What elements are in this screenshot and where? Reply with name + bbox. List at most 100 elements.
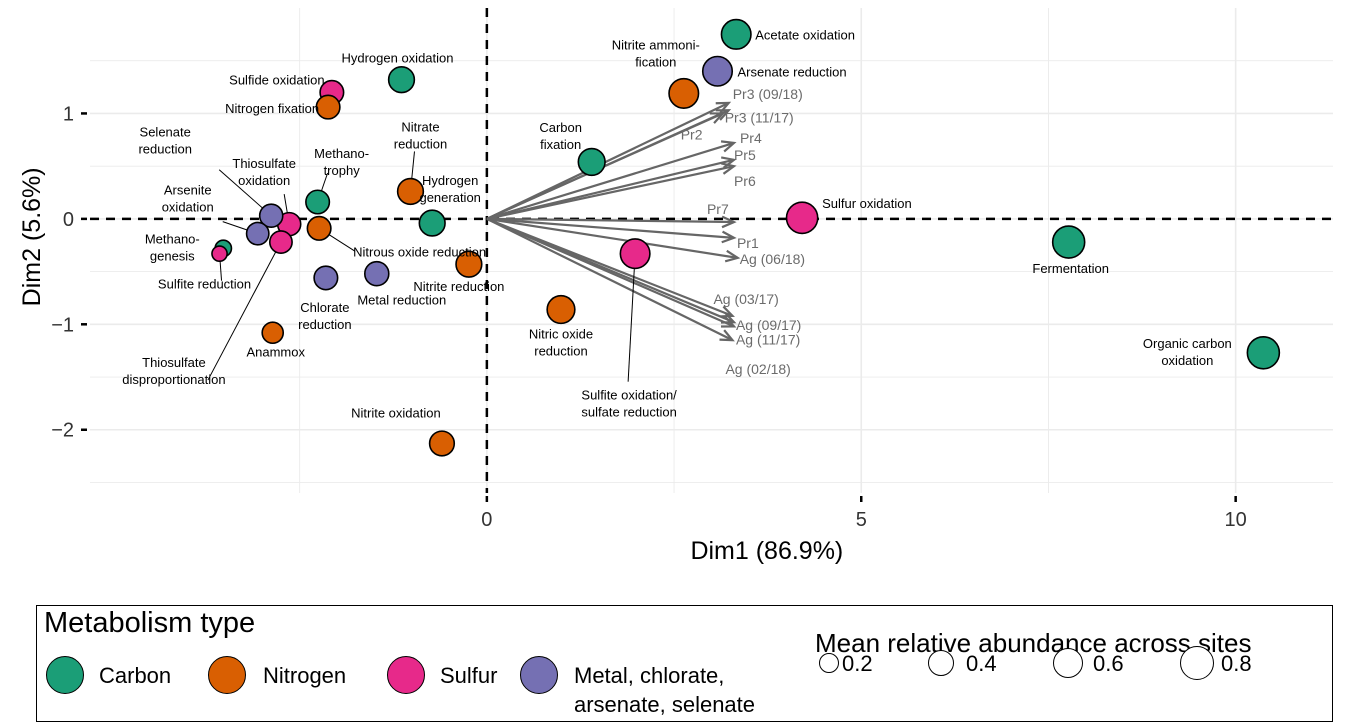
vector-pr1-arrowhead <box>721 230 737 244</box>
point-metal-reduction-label: Metal reduction <box>357 293 446 308</box>
legend-size-label-0.8: 0.8 <box>1221 651 1252 676</box>
vector-pr7 <box>486 217 734 224</box>
vector-pr6-arrowhead <box>721 162 737 175</box>
reference-lines <box>90 8 1333 493</box>
point-layer <box>211 18 1281 457</box>
vector-pr7-arrowhead <box>721 215 737 229</box>
point-chlorate-reduction-label: Chlorate reduction <box>298 300 351 332</box>
point-nitrogen-fixation-label: Nitrogen fixation <box>225 101 319 116</box>
vector-ag-09-17-label: Ag (09/17) <box>736 317 801 333</box>
point-nitrite-reduction <box>455 250 483 278</box>
point-thiosulfate-oxidation-label: Thiosulfate oxidation <box>232 156 296 188</box>
point-sulfide-oxidation-label: Sulfide oxidation <box>229 72 324 87</box>
vector-ag-06-18 <box>486 217 738 259</box>
x-tick-label: 10 <box>1225 509 1247 531</box>
point-nitrogen-fixation <box>315 94 341 120</box>
vector-ag-06-18-arrowhead <box>724 249 741 263</box>
legend-size-title: Mean relative abundance across sites <box>815 628 1252 658</box>
x-axis-label: Dim1 (86.9%) <box>690 537 843 565</box>
legend-nitrogen-swatch <box>208 656 246 694</box>
legend-size-label-0.4: 0.4 <box>966 651 997 676</box>
point-acetate-oxidation-label: Acetate oxidation <box>755 27 855 42</box>
vector-pr6-label: Pr6 <box>734 173 756 189</box>
point-selenate-reduction-label: Selenate reduction <box>138 125 191 157</box>
vector-ag-02-18 <box>486 217 733 342</box>
y-tick-label: 1 <box>63 103 74 125</box>
point-nitrite-ammoni-fication-label: Nitrite ammoni-fication <box>612 37 700 69</box>
vector-pr3-11-17-arrowhead <box>715 109 732 121</box>
point-sulfite-oxidation-sulfate-reduction <box>619 238 651 270</box>
point-sulfite-oxidation-sulfate-reduction-leader <box>627 253 636 382</box>
legend-sulfur-label: Sulfur <box>440 663 498 688</box>
point-sulfur-oxidation-label: Sulfur oxidation <box>822 196 912 211</box>
vector-pr2-arrowhead <box>709 112 726 124</box>
point-thiosulfate-disproportionation-label: Thiosulfate disproportionation <box>122 355 225 387</box>
y-axis-label: Dim2 (5.6%) <box>18 167 46 306</box>
point-nitrite-reduction-label: Nitrite reduction <box>413 279 504 294</box>
point-nitrous-oxide-reduction <box>306 215 332 241</box>
point-carbon-fixation <box>577 147 606 177</box>
y-tick-label: −2 <box>51 420 74 442</box>
legend-carbon-swatch <box>46 656 84 694</box>
point-nitrite-oxidation-label: Nitrite oxidation <box>351 405 441 420</box>
point-hydrogen-oxidation <box>387 66 416 94</box>
vector-pr4-arrowhead <box>720 140 737 153</box>
vector-pr6 <box>486 165 735 220</box>
point-acetate-oxidation <box>720 18 752 50</box>
x-tick-label: 0 <box>481 509 492 531</box>
point-nitric-oxide-reduction-label: Nitric oxide reduction <box>529 327 593 359</box>
legend-size-swatch-0.8 <box>1180 646 1214 680</box>
point-nitric-oxide-reduction <box>546 294 576 325</box>
legend-sulfur-swatch <box>387 656 425 694</box>
point-sulfite-reduction-label: Sulfite reduction <box>158 277 251 292</box>
vector-ag-02-18-arrowhead <box>719 329 735 342</box>
point-anammox-label: Anammox <box>246 345 305 360</box>
point-anammox <box>261 321 285 345</box>
y-tick-label: 0 <box>63 209 74 231</box>
point-carbon-fixation-label: Carbon fixation <box>539 120 582 152</box>
point-fermentation <box>1051 225 1086 259</box>
x-tick-label: 5 <box>856 509 867 531</box>
vector-pr3-11-17-label: Pr3 (11/17) <box>725 109 794 125</box>
point-nitrate-reduction <box>396 177 425 206</box>
vector-ag-02-18-label: Ag (02/18) <box>725 361 790 377</box>
legend-size-swatch-0.2 <box>819 653 839 673</box>
point-sulfite-oxidation-sulfate-reduction-label: Sulfite oxidation/sulfate reduction <box>581 388 677 420</box>
y-tick-label: −1 <box>51 314 74 336</box>
vector-pr1 <box>486 217 735 239</box>
point-methano-trophy <box>305 189 331 215</box>
point-selenate-reduction <box>258 203 284 229</box>
point-thiosulfate-disproportionation <box>268 230 293 255</box>
vector-ag-06-18-label: Ag (06/18) <box>740 251 805 267</box>
legend-type-title: Metabolism type <box>44 607 256 639</box>
vector-pr3-09-18-label: Pr3 (09/18) <box>733 86 803 102</box>
vector-ag-03-17-label: Ag (03/17) <box>713 291 778 307</box>
vector-ag-03-17-arrowhead <box>719 305 735 318</box>
point-sulfite-reduction <box>211 245 228 263</box>
vector-pr7-label: Pr7 <box>707 201 729 217</box>
point-hydrogen-oxidation-label: Hydrogen oxidation <box>341 51 453 66</box>
point-labels: Acetate oxidation Arsenate reduction Nitri… <box>122 27 1232 420</box>
legend-size-label-0.2: 0.2 <box>842 651 873 676</box>
legend-size-label-0.6: 0.6 <box>1093 651 1124 676</box>
vector-pr5-label: Pr5 <box>734 147 756 163</box>
point-arsenate-reduction <box>701 55 734 87</box>
legend-metal-swatch <box>520 656 558 694</box>
point-arsenite-oxidation <box>245 221 270 246</box>
legend-nitrogen-label: Nitrogen <box>263 663 347 688</box>
vector-pr4 <box>486 141 735 220</box>
vector-pr3-09-18 <box>486 101 730 220</box>
legend: Metabolism type Carbon Nitrogen Sulfur M… <box>36 605 1333 722</box>
legend-size-swatch-0.4 <box>928 650 954 676</box>
vector-ag-11-17-label: Ag (11/17) <box>736 331 800 347</box>
point-hydrogen-generation <box>418 209 446 237</box>
point-thiosulfate-disproportionation-leader <box>207 241 282 381</box>
legend-metal-label: Metal, chlorate, arsenate, selenate <box>574 663 756 717</box>
point-nitrate-reduction-label: Nitrate reduction <box>394 119 447 151</box>
point-organic-carbon-oxidation-label: Organic carbon oxidation <box>1143 336 1232 368</box>
point-methano-trophy-label: Methano-trophy <box>314 146 369 178</box>
point-organic-carbon-oxidation <box>1246 335 1281 370</box>
legend-carbon-label: Carbon <box>99 663 172 688</box>
